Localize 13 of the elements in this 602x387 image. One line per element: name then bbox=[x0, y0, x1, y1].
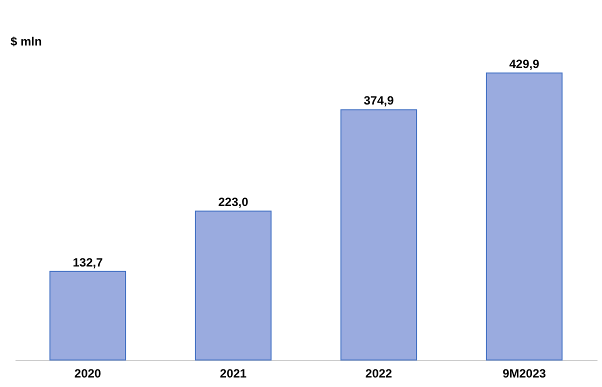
data-label: 223,0 bbox=[218, 195, 249, 210]
x-tick-label: 9M2023 bbox=[502, 366, 546, 380]
bar bbox=[340, 109, 418, 360]
bar bbox=[486, 72, 563, 360]
data-label: 374,9 bbox=[364, 94, 394, 108]
x-tick-label: 2021 bbox=[220, 366, 247, 380]
bar bbox=[194, 210, 272, 360]
y-axis-title: $ mln bbox=[10, 34, 42, 48]
x-tick-label: 2022 bbox=[365, 366, 392, 380]
bar bbox=[49, 270, 126, 360]
x-tick-label: 2020 bbox=[74, 366, 102, 380]
data-label: 429,9 bbox=[509, 57, 540, 71]
data-label: 132,7 bbox=[72, 255, 104, 270]
